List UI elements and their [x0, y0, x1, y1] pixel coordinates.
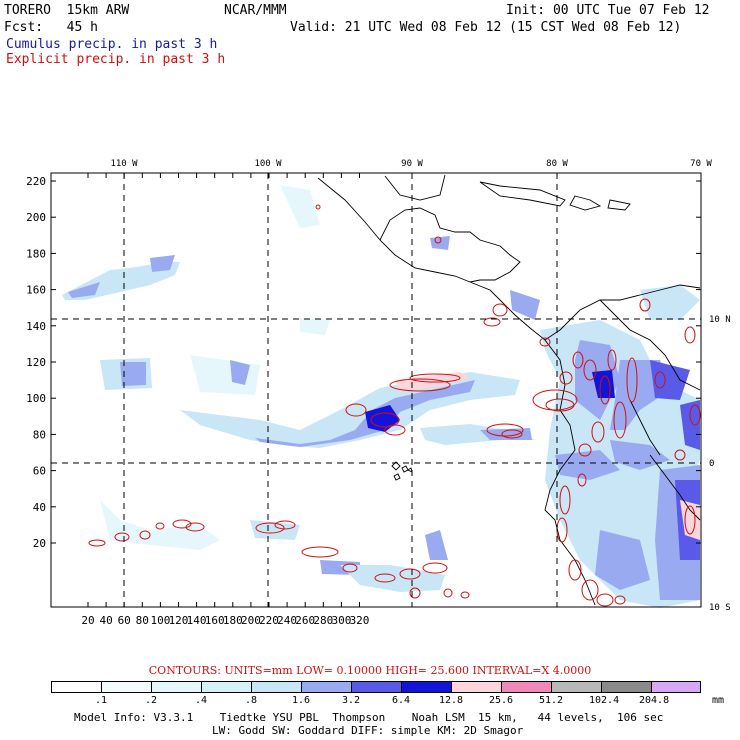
model-info: Model Info: V3.3.1 Tiedtke YSU PBL Thomp…	[74, 711, 664, 724]
y-tick-label: 100	[26, 392, 46, 405]
lat-label: 0	[709, 459, 714, 469]
legend-label: 12.8	[439, 695, 464, 706]
model-title: TORERO 15km ARW	[4, 3, 130, 18]
x-tick-label: 240	[277, 614, 297, 627]
legend-swatch	[201, 681, 251, 693]
legend-swatch	[151, 681, 201, 693]
x-tick-marks	[87, 173, 360, 607]
graticule	[51, 173, 701, 607]
y-tick-label: 60	[33, 465, 46, 478]
y-tick-label: 140	[26, 320, 46, 333]
legend-swatch	[551, 681, 601, 693]
y-tick-label: 20	[33, 537, 46, 550]
legend-swatch	[51, 681, 101, 693]
physics-info: LW: Godd SW: Goddard DIFF: simple KM: 2D…	[212, 724, 524, 737]
lat-label: 10 N	[709, 315, 731, 325]
legend-swatch	[451, 681, 501, 693]
x-tick-label: 300	[331, 614, 351, 627]
x-tick-label: 20	[81, 614, 94, 627]
legend-swatch	[351, 681, 401, 693]
explicit-label: Explicit precip. in past 3 h	[6, 52, 226, 67]
legend-label: .1	[94, 695, 108, 706]
x-tick-label: 280	[313, 614, 333, 627]
legend-label: 51.2	[539, 695, 564, 706]
legend-label: 1.6	[291, 695, 311, 706]
lon-label: 90 W	[401, 159, 423, 169]
x-tick-label: 260	[295, 614, 315, 627]
x-tick-label: 180	[223, 614, 243, 627]
contours-info: CONTOURS: UNITS=mm LOW= 0.10000 HIGH= 25…	[148, 664, 592, 677]
legend-swatch	[301, 681, 351, 693]
legend-label: 25.6	[489, 695, 514, 706]
legend-label: 6.4	[391, 695, 411, 706]
x-tick-label: 320	[350, 614, 370, 627]
init-time: Init: 00 UTC Tue 07 Feb 12	[506, 3, 710, 18]
y-tick-label: 120	[26, 356, 46, 369]
cumulus-shading	[62, 185, 700, 608]
legend-unit: mm	[712, 695, 725, 706]
cumulus-label: Cumulus precip. in past 3 h	[6, 37, 218, 52]
legend-swatch	[651, 681, 701, 693]
legend-label: .2	[144, 695, 158, 706]
x-tick-label: 60	[118, 614, 131, 627]
legend-swatch	[601, 681, 651, 693]
x-tick-label: 40	[99, 614, 112, 627]
legend-swatch	[401, 681, 451, 693]
x-tick-label: 200	[241, 614, 261, 627]
lon-label: 80 W	[546, 159, 568, 169]
x-tick-label: 160	[205, 614, 225, 627]
legend-swatch	[251, 681, 301, 693]
org-label: NCAR/MMM	[224, 3, 287, 18]
legend-swatch	[501, 681, 551, 693]
x-tick-label: 80	[136, 614, 149, 627]
plot-frame	[50, 172, 702, 608]
explicit-contours	[88, 204, 701, 607]
x-tick-label: 100	[150, 614, 170, 627]
lat-label: 10 S	[709, 603, 731, 613]
y-tick-label: 160	[26, 284, 46, 297]
x-tick-label: 220	[259, 614, 279, 627]
y-tick-marks	[51, 180, 701, 544]
y-tick-label: 200	[26, 211, 46, 224]
lon-label: 110 W	[110, 159, 138, 169]
legend-label: 204.8	[639, 695, 670, 706]
y-tick-label: 180	[26, 247, 46, 260]
x-tick-label: 140	[187, 614, 207, 627]
legend-label: .8	[244, 695, 258, 706]
legend-label: 3.2	[341, 695, 361, 706]
legend-label: .4	[194, 695, 208, 706]
forecast-hour: Fcst: 45 h	[4, 20, 98, 35]
valid-time: Valid: 21 UTC Wed 08 Feb 12 (15 CST Wed …	[290, 20, 682, 35]
legend-swatch	[101, 681, 151, 693]
lon-label: 70 W	[690, 159, 712, 169]
y-tick-label: 220	[26, 175, 46, 188]
y-tick-label: 40	[33, 501, 46, 514]
legend-label: 102.4	[589, 695, 620, 706]
lon-label: 100 W	[254, 159, 282, 169]
y-tick-label: 80	[33, 428, 46, 441]
x-tick-label: 120	[169, 614, 189, 627]
